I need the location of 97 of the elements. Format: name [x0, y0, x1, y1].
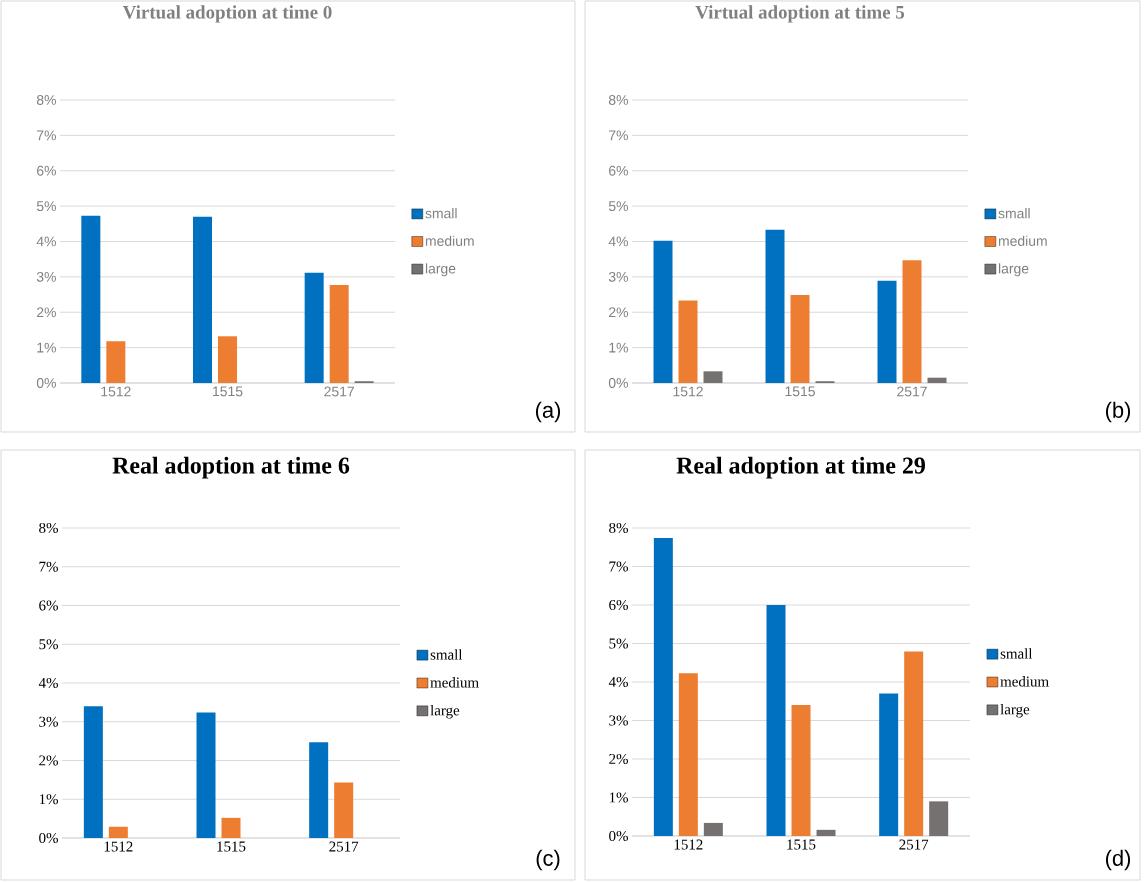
- bar: [929, 801, 949, 836]
- legend-label: large: [1000, 703, 1030, 718]
- y-tick-label: 7%: [609, 130, 628, 141]
- chart-title: Real adoption at time 29: [676, 456, 925, 479]
- legend-label: medium: [1000, 676, 1049, 687]
- bar: [765, 229, 785, 383]
- bar: [309, 742, 329, 838]
- text: (a): [535, 401, 561, 423]
- y-tick-label: 5%: [39, 639, 58, 650]
- bar: [678, 673, 698, 836]
- chart-title: Real adoption at time 6: [112, 456, 350, 479]
- bar: [221, 817, 241, 838]
- bar: [218, 336, 237, 383]
- y-tick-label: 4%: [36, 236, 56, 247]
- y-tick-label: 6%: [39, 600, 58, 611]
- x-tick-label: 1512: [104, 841, 133, 852]
- x-tick-label: 1515: [785, 386, 815, 397]
- bar: [791, 705, 811, 836]
- y-tick-label: 3%: [609, 715, 628, 726]
- bar: [329, 285, 349, 383]
- x-tick-label: 1515: [213, 386, 243, 397]
- text: (c): [536, 849, 560, 871]
- bar: [304, 272, 324, 383]
- y-tick-label: 0%: [36, 378, 56, 388]
- y-tick-label: 5%: [608, 201, 628, 212]
- y-tick-label: 1%: [39, 794, 58, 805]
- y-tick-label: 4%: [608, 236, 628, 247]
- y-tick-label: 5%: [609, 638, 628, 649]
- x-tick-label: 1512: [673, 386, 703, 397]
- x-tick-label: 1515: [787, 839, 816, 850]
- y-tick-label: 2%: [39, 755, 58, 766]
- x-tick-label: 2517: [324, 386, 354, 397]
- legend-label: small: [425, 208, 457, 219]
- bar: [877, 280, 897, 383]
- y-tick-label: 8%: [608, 95, 628, 105]
- legend-label: medium: [425, 235, 474, 246]
- x-tick-label: 2517: [329, 841, 359, 852]
- bar: [193, 216, 212, 383]
- x-tick-label: 1515: [217, 841, 246, 852]
- bar: [81, 215, 101, 383]
- y-tick-label: 7%: [39, 561, 58, 572]
- y-tick-label: 0%: [609, 830, 628, 842]
- y-tick-label: 8%: [609, 522, 628, 534]
- bar: [196, 712, 216, 838]
- legend-label: large: [430, 704, 460, 719]
- y-tick-label: 1%: [609, 792, 628, 803]
- legend-label: small: [430, 649, 463, 660]
- bar: [790, 294, 810, 383]
- y-tick-label: 5%: [36, 201, 56, 212]
- x-tick-label: 2517: [899, 839, 929, 850]
- text: (b): [1105, 401, 1131, 423]
- bar: [653, 240, 673, 383]
- bar: [904, 651, 924, 836]
- legend-label: medium: [998, 235, 1047, 246]
- y-tick-label: 0%: [39, 832, 58, 844]
- y-tick-label: 6%: [609, 165, 628, 176]
- y-tick-label: 0%: [608, 378, 628, 388]
- bar: [879, 693, 899, 836]
- text: (d): [1105, 849, 1131, 871]
- y-tick-label: 8%: [39, 522, 58, 534]
- legend-label: large: [425, 263, 456, 277]
- y-tick-label: 7%: [609, 561, 628, 572]
- y-tick-label: 1%: [37, 342, 56, 353]
- legend-label: small: [1000, 648, 1033, 659]
- bar: [703, 371, 723, 383]
- y-tick-label: 4%: [38, 677, 58, 689]
- y-tick-label: 2%: [609, 307, 628, 318]
- x-tick-label: 1512: [674, 839, 703, 850]
- bar: [927, 377, 947, 383]
- y-tick-label: 6%: [609, 599, 628, 611]
- bar: [902, 260, 922, 383]
- x-tick-label: 1512: [101, 386, 131, 397]
- y-tick-label: 4%: [608, 676, 628, 688]
- x-tick-label: 2517: [897, 386, 927, 397]
- chart-title: Virtual adoption at time 0: [122, 5, 332, 23]
- bar: [678, 300, 698, 383]
- y-tick-label: 2%: [609, 753, 628, 765]
- bar: [334, 782, 354, 838]
- y-tick-label: 1%: [609, 342, 628, 353]
- y-tick-label: 8%: [36, 95, 56, 105]
- y-tick-label: 6%: [37, 165, 56, 176]
- bar: [106, 341, 126, 383]
- bar: [703, 822, 723, 836]
- bar: [83, 706, 103, 838]
- y-tick-label: 7%: [37, 130, 56, 141]
- y-tick-label: 3%: [608, 271, 628, 282]
- y-tick-label: 3%: [36, 271, 56, 282]
- y-tick-label: 2%: [37, 307, 56, 318]
- bar: [653, 538, 673, 836]
- legend-label: large: [998, 263, 1029, 277]
- legend-label: medium: [430, 677, 479, 688]
- bar: [108, 826, 128, 838]
- chart-title: Virtual adoption at time 5: [695, 5, 905, 23]
- y-tick-label: 3%: [39, 716, 58, 727]
- bar: [816, 829, 836, 836]
- bar: [766, 605, 786, 836]
- legend-label: small: [998, 208, 1030, 219]
